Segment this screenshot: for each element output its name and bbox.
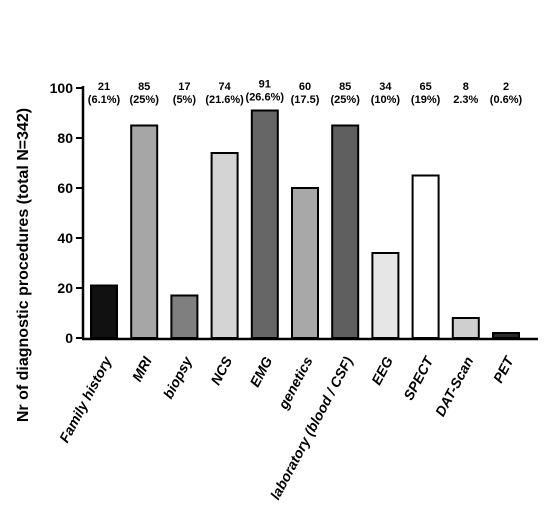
data-label: 34 — [379, 81, 392, 93]
bars — [90, 109, 520, 339]
data-label: (10%) — [371, 94, 401, 106]
y-tick-label: 40 — [57, 230, 73, 246]
bar — [210, 152, 239, 339]
data-label: 21 — [98, 81, 110, 93]
x-tick-label: biopsy — [160, 353, 196, 401]
data-label: 2 — [503, 81, 509, 93]
data-label: 91 — [259, 79, 271, 91]
x-tick-label: NCS — [207, 353, 235, 387]
x-tick-label: genetics — [274, 354, 315, 413]
bar — [90, 284, 118, 339]
data-label: (6.1%) — [88, 94, 121, 106]
data-label: 65 — [419, 81, 431, 93]
data-label: 8 — [463, 81, 469, 93]
x-tick-label: SPECT — [400, 353, 437, 403]
x-tick-label: Family history — [56, 353, 115, 445]
data-label: 2.3% — [453, 94, 478, 106]
bar — [492, 332, 520, 339]
data-label: (17.5) — [291, 94, 320, 106]
x-tick-label: EEG — [368, 354, 396, 388]
data-label: (25%) — [331, 94, 361, 106]
data-label: (5%) — [173, 94, 197, 106]
x-tick-label: MRI — [129, 353, 156, 384]
data-label: 74 — [218, 81, 231, 93]
y-axis-title: Nr of diagnostic procedures (total N=342… — [15, 108, 32, 422]
bar — [291, 187, 319, 339]
bar — [170, 294, 199, 339]
x-tick-label: EMG — [246, 354, 275, 390]
bar — [371, 252, 400, 339]
data-label: 85 — [138, 81, 150, 93]
data-labels: 21(6.1%)85(25%)17(5%)74(21.6%)91(26.6%)6… — [88, 79, 523, 107]
y-tick-label: 20 — [57, 280, 73, 296]
bar — [130, 124, 159, 339]
x-axis-labels: Family history MRI biopsy NCS EMG geneticslab… — [56, 353, 517, 503]
y-tick-label: 60 — [57, 180, 73, 196]
bar — [250, 109, 279, 339]
bar — [411, 174, 440, 339]
x-tick-label: laboratory (blood / CSF) — [267, 354, 356, 503]
bar — [331, 124, 360, 339]
data-label: (26.6%) — [246, 92, 285, 104]
data-label: (25%) — [130, 94, 160, 106]
data-label: (0.6%) — [490, 94, 523, 106]
data-label: 85 — [339, 81, 351, 93]
x-tick-label: DAT-Scan — [432, 354, 477, 419]
y-tick-label: 80 — [57, 130, 73, 146]
data-label: (21.6%) — [205, 94, 244, 106]
data-label: 17 — [178, 81, 190, 93]
data-label: 60 — [299, 81, 311, 93]
y-tick-label: 100 — [50, 80, 74, 96]
y-axis-ticks: 0 20 40 60 80 100 — [50, 80, 83, 346]
bar — [451, 317, 480, 339]
x-tick-label: PET — [490, 353, 518, 386]
data-label: (19%) — [411, 94, 441, 106]
y-tick-label: 0 — [65, 330, 73, 346]
